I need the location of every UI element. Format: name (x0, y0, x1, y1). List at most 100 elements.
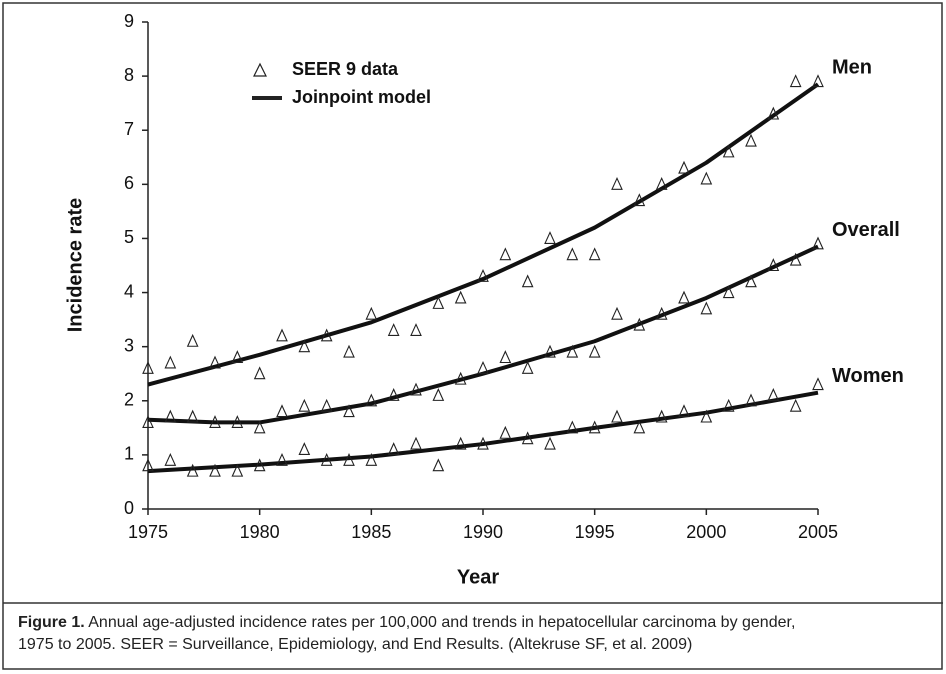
data-point (276, 452, 288, 466)
data-point (231, 415, 244, 428)
data-point (678, 404, 690, 418)
data-point (678, 160, 690, 174)
data-point (789, 74, 802, 88)
data-point (566, 247, 579, 261)
model-line (147, 390, 819, 474)
data-point (298, 398, 311, 412)
y-tick-label: 9 (124, 11, 134, 31)
data-point (186, 409, 199, 423)
y-axis-label: Incidence rate (64, 198, 86, 333)
data-point (387, 442, 400, 456)
model-line (147, 244, 819, 425)
data-point (655, 409, 668, 423)
data-point (722, 144, 735, 158)
data-point (521, 431, 534, 445)
data-point (521, 274, 534, 288)
data-point (812, 377, 824, 391)
x-axis-label: Year (457, 566, 499, 588)
data-point (209, 415, 221, 428)
data-point (477, 436, 489, 450)
x-tick-label: 1995 (575, 522, 615, 542)
data-point (789, 252, 802, 266)
data-point (164, 452, 177, 466)
data-point (320, 328, 333, 342)
data-point (588, 344, 601, 358)
legend-marker (253, 62, 267, 77)
data-point (387, 323, 400, 336)
caption-label: Figure 1. (18, 614, 85, 631)
data-point (655, 306, 668, 320)
x-tick-label: 1990 (463, 522, 503, 542)
data-point (186, 333, 199, 347)
data-point (276, 328, 288, 342)
y-tick-label: 7 (124, 119, 134, 139)
data-point (722, 285, 735, 299)
data-point (253, 458, 266, 472)
data-point (789, 398, 802, 412)
data-point (767, 388, 780, 401)
data-point (611, 409, 623, 423)
data-point (231, 463, 244, 477)
legend-label: SEER 9 data (292, 59, 399, 79)
data-point (767, 258, 780, 272)
data-point (633, 317, 646, 331)
data-point (722, 398, 735, 412)
data-point (142, 360, 154, 374)
data-point (164, 409, 177, 423)
data-point (231, 350, 244, 364)
data-point (454, 371, 467, 385)
x-tick-label: 2000 (686, 522, 726, 542)
data-point (298, 339, 311, 353)
data-point (320, 452, 333, 466)
data-point (432, 388, 445, 401)
data-point (343, 452, 355, 466)
data-point (633, 420, 646, 434)
x-tick-label: 1985 (351, 522, 391, 542)
data-point (365, 452, 378, 466)
data-point (521, 360, 534, 374)
series-label: Women (832, 365, 904, 387)
data-point (142, 415, 154, 428)
data-point (499, 350, 512, 364)
data-point (253, 420, 266, 434)
data-point (276, 404, 288, 418)
data-point (499, 425, 512, 439)
data-point (499, 247, 512, 261)
data-point (454, 436, 467, 450)
data-point (700, 409, 713, 423)
data-point (812, 236, 824, 250)
data-point (611, 306, 623, 320)
data-point (745, 133, 757, 147)
x-tick-label: 1975 (128, 522, 168, 542)
caption-text: Annual age-adjusted incidence rates per … (18, 614, 796, 653)
data-point (566, 420, 579, 434)
data-point (410, 436, 422, 450)
data-point (588, 420, 601, 434)
model-line (147, 82, 820, 387)
data-point (365, 306, 378, 320)
y-tick-label: 2 (124, 390, 134, 410)
y-tick-label: 6 (124, 173, 134, 193)
data-point (745, 393, 757, 407)
y-tick-label: 1 (124, 444, 134, 464)
caption: Figure 1. Annual age-adjusted incidence … (18, 612, 808, 656)
data-point (745, 274, 757, 288)
data-point (812, 74, 824, 88)
data-point (343, 344, 355, 358)
y-tick-label: 5 (124, 227, 134, 247)
data-point (588, 247, 601, 261)
data-point (477, 360, 489, 374)
data-point (410, 323, 422, 336)
data-point (164, 355, 177, 369)
y-tick-label: 4 (124, 281, 134, 301)
series-label: Overall (832, 219, 900, 241)
data-point (186, 463, 199, 477)
data-point (678, 290, 690, 304)
data-point (566, 344, 579, 358)
x-tick-label: 1980 (240, 522, 280, 542)
y-tick-label: 3 (124, 335, 134, 355)
legend-label: Joinpoint model (292, 87, 431, 107)
data-point (253, 366, 266, 380)
